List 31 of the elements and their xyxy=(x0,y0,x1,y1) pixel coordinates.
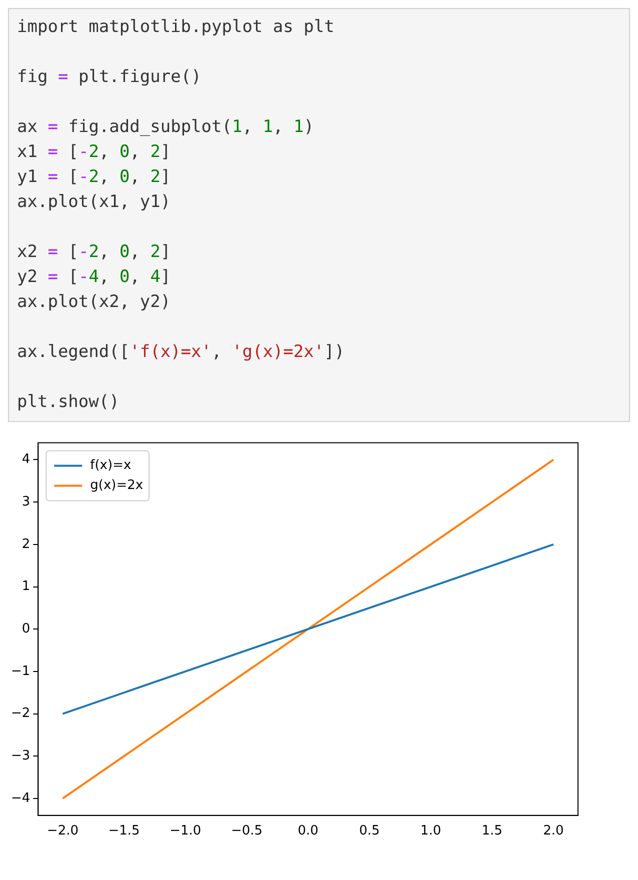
y-tick-label: 2 xyxy=(22,536,30,552)
x-tick-label: −1.0 xyxy=(170,824,202,839)
text: fig = plt.figure() xyxy=(17,67,202,87)
y-tick-label: −1 xyxy=(10,664,30,679)
text: x1 = [-2, 0, 2] xyxy=(17,142,171,162)
legend-label: g(x)=2x xyxy=(90,478,144,494)
x-tick-label: 1.5 xyxy=(482,824,502,839)
x-tick-label: 1.0 xyxy=(420,824,442,839)
y-tick-label: −2 xyxy=(10,706,30,722)
text: y1 = [-2, 0, 2] xyxy=(17,167,171,187)
text: ax.plot(x2, y2) xyxy=(17,292,171,312)
x-tick-label: −0.5 xyxy=(230,824,263,839)
text: ax = fig.add_subplot(1, 1, 1) xyxy=(17,117,314,137)
text: plt.show() xyxy=(17,392,120,412)
y-tick-label: 4 xyxy=(22,452,30,468)
x-tick-label: 0.5 xyxy=(359,824,380,839)
y-tick-label: −4 xyxy=(10,790,30,806)
text: ax.legend(['f(x)=x', 'g(x)=2x']) xyxy=(17,342,345,362)
y-tick-label: 0 xyxy=(22,621,30,636)
x-tick-label: −2.0 xyxy=(46,824,78,839)
y-tick-label: 3 xyxy=(22,494,30,510)
x-tick-label: −1.5 xyxy=(108,824,140,839)
legend-label: f(x)=x xyxy=(90,458,132,474)
x-tick-label: 2.0 xyxy=(543,824,564,839)
text: import matplotlib.pyplot as plt xyxy=(17,17,334,37)
text: y2 = [-4, 0, 4] xyxy=(17,267,171,287)
y-tick-label: −3 xyxy=(10,748,30,764)
x-tick-label: 0.0 xyxy=(298,824,318,839)
text: x2 = [-2, 0, 2] xyxy=(17,242,171,262)
y-tick-label: 1 xyxy=(22,579,30,594)
text: ax.plot(x1, y1) xyxy=(17,192,171,212)
